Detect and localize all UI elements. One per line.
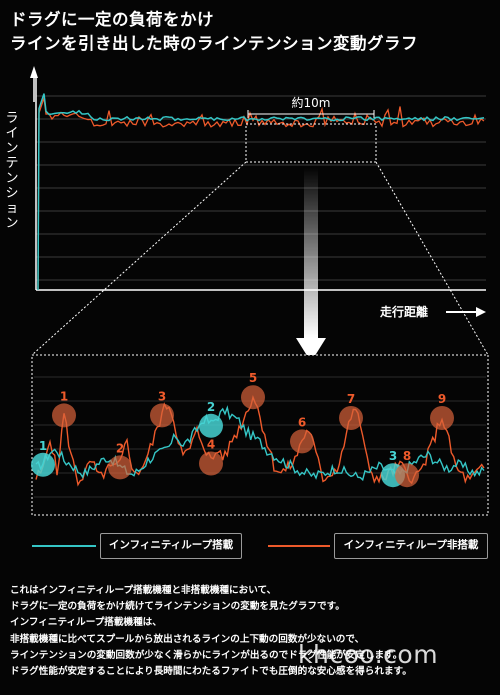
zoom-arrow-icon [296, 338, 326, 362]
zoom-connectors [31, 161, 489, 362]
peak-marker [290, 429, 314, 454]
peak-marker [241, 385, 265, 410]
description-line-5: ラインテンションの変動回数が少なく滑らかにラインが出るのでドラグ性能が安定します… [10, 649, 403, 661]
description-line-1: これはインフィニティループ搭載機種と非搭載機種において、 [10, 585, 277, 596]
description-line-3: インフィニティループ搭載機種は、 [10, 617, 162, 629]
peak-marker [430, 406, 454, 430]
legend-with-loop-label: インフィニティループ搭載 [108, 539, 234, 551]
legend-without-loop: インフィニティループ非搭載 [334, 533, 488, 559]
peak-marker [199, 413, 223, 438]
y-axis-label-char: テ [5, 156, 18, 171]
peak-marker [108, 455, 132, 480]
connector-left [31, 161, 247, 356]
peak-marker [31, 452, 55, 477]
y-axis-label-char: ラ [5, 111, 18, 126]
connector-right [375, 161, 489, 356]
legend-without-loop-label: インフィニティループ非搭載 [343, 539, 479, 551]
y-axis-label-char: シ [5, 186, 18, 201]
title-line-1: ドラグに一定の負荷をかけ [10, 10, 214, 29]
peak-marker [150, 403, 174, 428]
legend-swatch-with-loop [32, 545, 96, 547]
y-axis-label-char: イ [5, 126, 18, 141]
y-axis-label-char: ン [5, 171, 18, 186]
peak-marker-label: 1 [60, 389, 68, 403]
description-line-6: ドラグ性能が安定することにより長時間にわたるファイトでも圧倒的な安心感を得られま… [10, 666, 412, 678]
title-line-2: ラインを引き出した時のラインテンション変動グラフ [10, 34, 418, 53]
y-axis-label-char: ン [5, 216, 18, 231]
peak-marker-label: 3 [389, 449, 397, 463]
legend-swatch-without-loop [268, 545, 330, 547]
peak-marker-label: 6 [298, 415, 306, 429]
peak-marker-label: 2 [116, 441, 124, 455]
legend-with-loop: インフィニティループ搭載 [100, 533, 242, 559]
x-axis-arrow-icon [476, 307, 486, 317]
y-axis-label-char: ン [5, 141, 18, 156]
peak-marker-label: 3 [158, 389, 166, 403]
description-line-2: ドラグに一定の負荷をかけ続けてラインテンションの変動を見たグラフです。 [10, 601, 345, 613]
peak-marker-label: 4 [207, 438, 215, 452]
description-line-4: 非搭載機種に比べてスプールから放出されるラインの上下動の回数が少ないので、 [10, 633, 365, 645]
overview-line-without-loop [37, 97, 485, 291]
zoom-arrow-shaft [304, 168, 318, 338]
detail-frame [31, 354, 489, 516]
peak-marker-label: 8 [403, 449, 411, 463]
peak-marker [339, 406, 363, 430]
watermark: khcoo.com [298, 640, 439, 669]
overview-line-with-loop [37, 93, 485, 291]
peak-marker-label: 7 [347, 392, 355, 406]
peak-marker [52, 403, 76, 428]
chart-title: ドラグに一定の負荷をかけ ラインを引き出した時のラインテンション変動グラフ [10, 8, 418, 56]
description: これはインフィニティループ搭載機種と非搭載機種において、 ドラグに一定の負荷をか… [10, 583, 490, 680]
peak-marker [199, 451, 223, 476]
peak-marker-label: 2 [207, 400, 215, 414]
peak-marker-label: 5 [249, 371, 257, 385]
y-axis-arrow-icon [30, 66, 38, 78]
zoom-box [245, 123, 377, 163]
peak-marker [395, 463, 419, 488]
peak-marker-label: 9 [438, 392, 446, 406]
x-axis-label: 走行距離 [380, 304, 428, 319]
peak-marker-label: 1 [39, 439, 47, 453]
y-axis-label-char: ョ [5, 201, 18, 216]
span-label: 約10m [292, 95, 331, 110]
